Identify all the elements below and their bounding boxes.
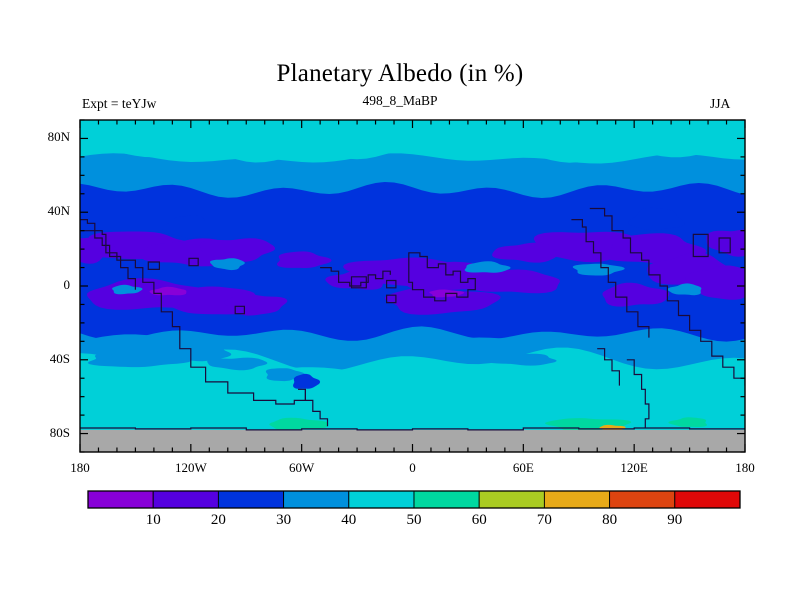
x-axis-tick-label: 60E bbox=[512, 460, 534, 475]
colorbar bbox=[87, 490, 741, 509]
x-axis-tick-label: 0 bbox=[409, 460, 416, 475]
colorbar-tick-label: 80 bbox=[602, 512, 618, 528]
colorbar-tick-label: 30 bbox=[276, 512, 292, 528]
experiment-label: Expt = teYJw bbox=[82, 96, 157, 111]
colorbar-tick-label: 90 bbox=[667, 512, 683, 528]
x-axis-tick-label: 180 bbox=[735, 460, 755, 475]
y-axis-tick-label: 80N bbox=[47, 129, 70, 145]
axes-and-ticks bbox=[79, 119, 746, 453]
y-axis-tick-label: 40N bbox=[47, 203, 70, 219]
colorbar-tick-label: 50 bbox=[406, 512, 422, 528]
x-axis-tick-label: 60W bbox=[289, 460, 315, 475]
colorbar-tick-label: 60 bbox=[471, 512, 487, 528]
y-axis-tick-label: 80S bbox=[49, 424, 70, 440]
x-axis-tick-label: 120W bbox=[174, 460, 207, 475]
colorbar-tick-label: 70 bbox=[536, 512, 552, 528]
colorbar-tick-label: 40 bbox=[341, 512, 357, 528]
coastline-overlay bbox=[80, 207, 745, 431]
x-axis-tick-label: 180 bbox=[70, 460, 90, 475]
page-title: Planetary Albedo (in %) bbox=[276, 60, 524, 87]
y-axis-tick-label: 40S bbox=[49, 350, 70, 366]
y-axis-tick-label: 0 bbox=[63, 277, 71, 292]
colorbar-tick-label: 20 bbox=[210, 512, 226, 528]
season-label: JJA bbox=[710, 96, 731, 111]
case-label: 498_8_MaBP bbox=[362, 93, 438, 108]
x-axis-tick-label: 120E bbox=[620, 460, 648, 475]
colorbar-tick-label: 10 bbox=[145, 512, 161, 528]
